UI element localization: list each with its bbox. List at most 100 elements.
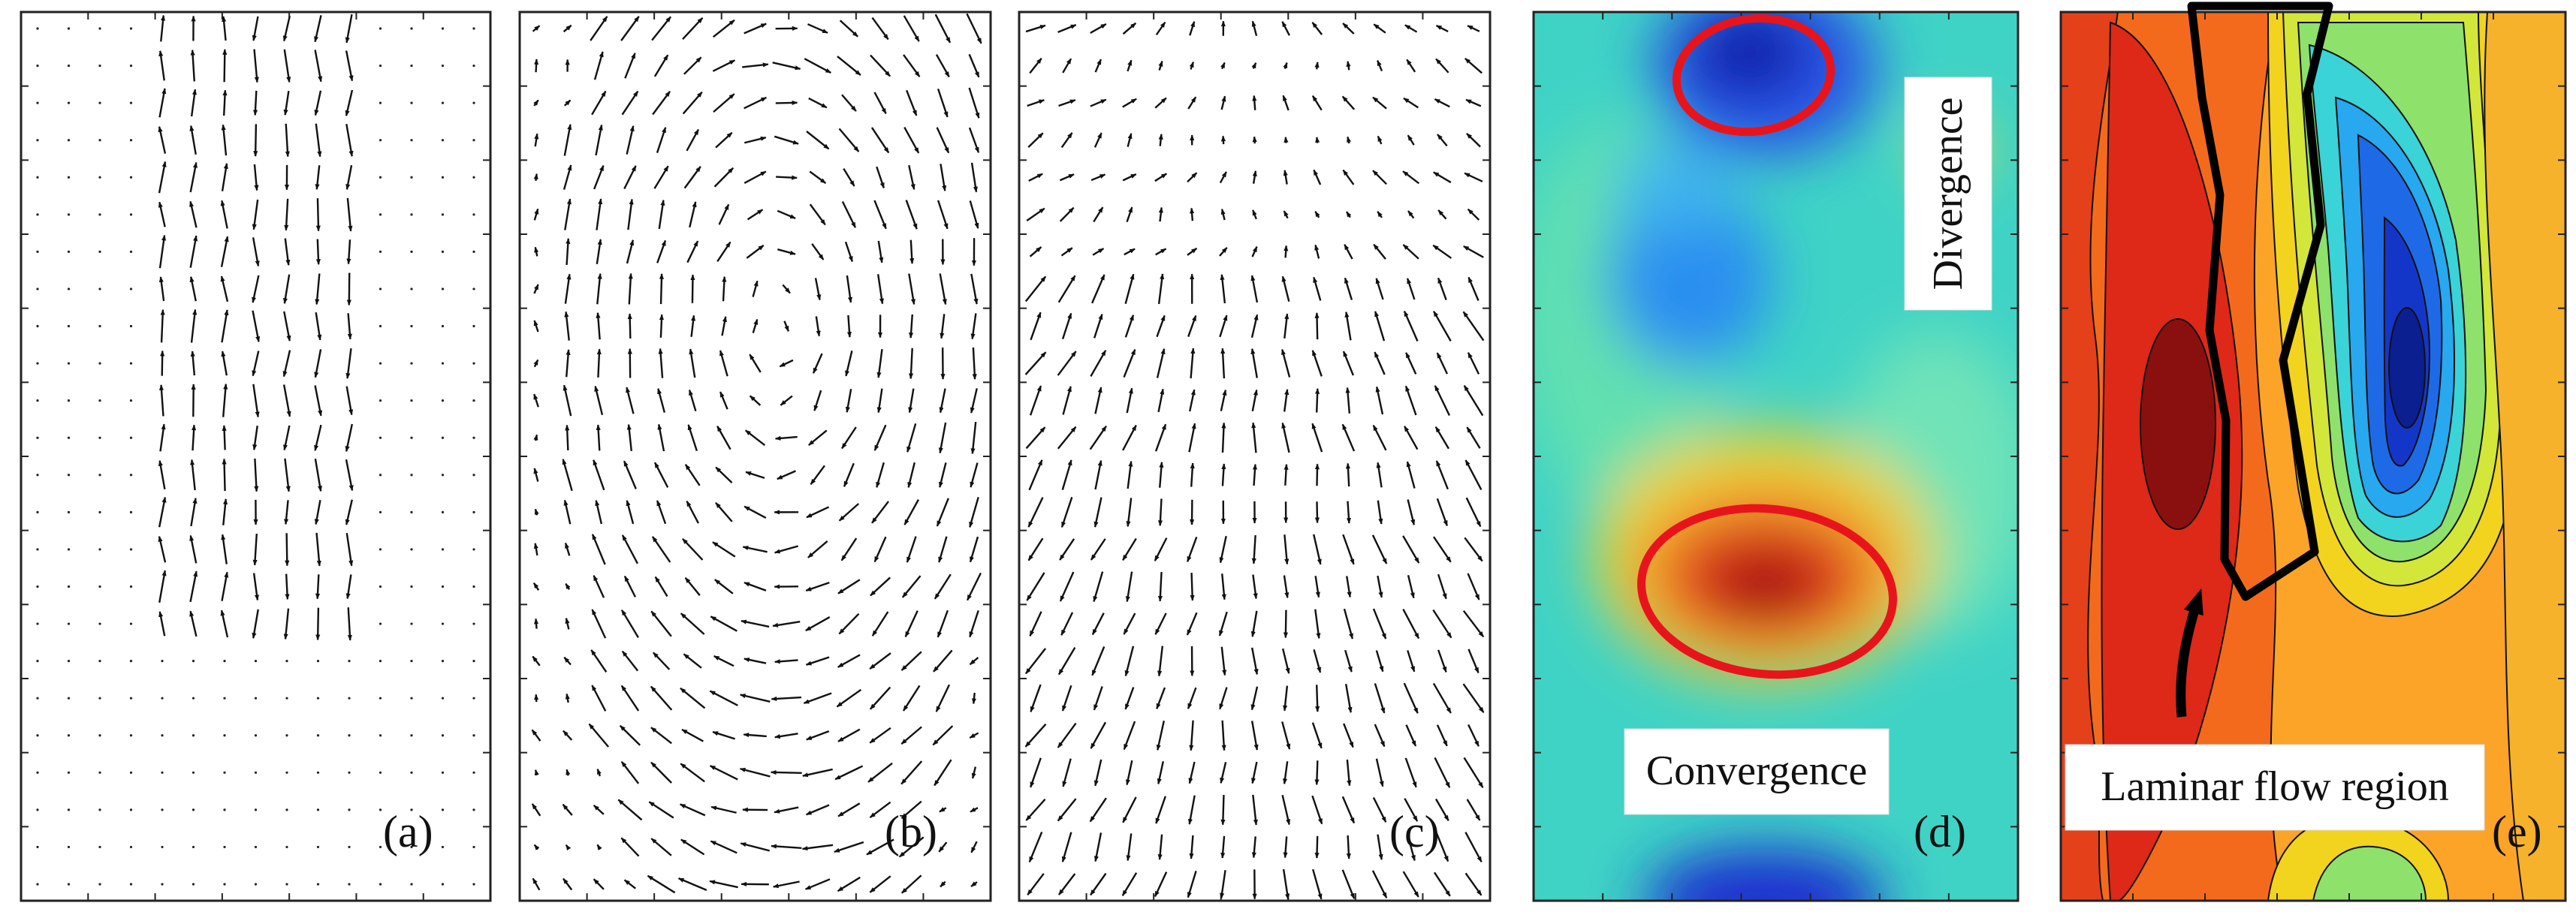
convergence-callout: Convergence <box>1624 728 1890 815</box>
vector-arrow <box>774 806 799 814</box>
vector-arrow <box>801 844 834 851</box>
vector-arrow <box>591 534 606 565</box>
vector-arrow <box>1155 21 1166 36</box>
vector-arrow <box>621 650 639 672</box>
vector-arrow <box>771 696 802 701</box>
vector-dot <box>67 883 71 886</box>
vector-arrow <box>1375 278 1384 300</box>
vector-arrow <box>345 423 354 453</box>
vector-arrow <box>687 424 698 451</box>
vector-arrow <box>564 273 572 304</box>
vector-dot <box>348 697 351 700</box>
vector-arrow <box>620 16 640 41</box>
vector-arrow <box>596 239 602 265</box>
vector-arrow <box>749 354 762 373</box>
vector-dot <box>441 622 445 625</box>
vector-arrow <box>534 246 539 257</box>
vector-arrow <box>1341 423 1356 452</box>
vector-arrow <box>744 170 767 185</box>
vector-arrow <box>1344 311 1352 341</box>
vector-dot <box>129 399 133 402</box>
vector-arrow <box>620 837 640 857</box>
vector-arrow <box>934 14 952 44</box>
vector-arrow <box>909 314 914 339</box>
vector-arrow <box>252 310 261 343</box>
vector-dot <box>223 660 226 663</box>
vector-arrow <box>900 651 922 671</box>
vector-arrow <box>594 385 604 416</box>
vector-dot <box>379 324 382 328</box>
vector-arrow <box>346 197 353 232</box>
vector-arrow <box>939 273 947 306</box>
vector-dot <box>254 808 258 811</box>
vector-arrow <box>805 656 830 666</box>
vector-arrow <box>774 135 799 145</box>
vector-arrow <box>626 423 632 451</box>
vector-arrow <box>563 499 572 525</box>
vector-dot <box>129 474 133 477</box>
vector-arrow <box>1027 497 1044 528</box>
vector-arrow <box>347 313 352 340</box>
vector-arrow <box>1314 576 1320 598</box>
vector-arrow <box>1436 498 1449 527</box>
vector-arrow <box>650 761 672 784</box>
vector-arrow <box>1028 831 1043 863</box>
vector-arrow <box>192 424 197 451</box>
vector-arrow <box>647 874 676 894</box>
vector-dot <box>379 585 382 588</box>
vector-arrow <box>1186 537 1198 563</box>
vector-arrow <box>684 577 701 596</box>
vector-arrow <box>533 543 538 556</box>
vector-dot <box>36 771 39 774</box>
vector-dot <box>129 176 133 179</box>
vector-arrow <box>189 200 198 228</box>
vector-arrow <box>1374 311 1386 342</box>
vector-dot <box>36 27 39 30</box>
vector-arrow <box>1220 135 1226 145</box>
vector-arrow <box>282 350 291 378</box>
vector-dot <box>441 287 445 290</box>
vector-dot <box>67 287 71 290</box>
vector-dot <box>67 734 71 737</box>
vector-arrow <box>970 273 979 305</box>
vector-dot <box>98 548 101 551</box>
vector-dot <box>410 734 413 737</box>
vector-dot <box>472 250 475 253</box>
vector-arrow <box>686 128 699 152</box>
vector-arrow <box>1250 610 1258 637</box>
vector-dot <box>98 883 101 886</box>
vector-arrow <box>1122 173 1137 182</box>
vector-arrow <box>1314 244 1320 259</box>
vector-arrow <box>590 16 608 41</box>
vector-arrow <box>563 24 572 33</box>
vector-arrow <box>870 576 891 597</box>
vector-arrow <box>1402 609 1420 640</box>
vector-arrow <box>1437 209 1447 220</box>
vector-arrow <box>777 209 796 219</box>
vector-arrow <box>651 536 671 563</box>
vector-arrow <box>1252 463 1258 486</box>
vector-dot <box>98 64 101 68</box>
vector-arrow <box>1220 274 1226 304</box>
vector-dot <box>379 622 382 625</box>
vector-arrow <box>1026 207 1045 221</box>
vector-arrow <box>1372 424 1387 451</box>
vector-dot <box>379 474 382 477</box>
vector-arrow <box>1467 573 1480 600</box>
vector-arrow <box>1094 59 1102 73</box>
vector-dot <box>379 250 382 253</box>
vector-arrow <box>285 123 290 158</box>
vector-arrow <box>1187 315 1197 337</box>
vector-dot <box>379 64 382 68</box>
vector-arrow <box>1346 576 1352 598</box>
vector-arrow <box>1189 389 1196 412</box>
vector-dot <box>67 808 71 811</box>
vector-arrow <box>252 275 260 303</box>
vector-dot <box>410 64 413 68</box>
vector-dot <box>379 139 382 142</box>
vector-arrow <box>626 239 635 264</box>
vector-arrow <box>189 275 197 302</box>
vector-arrow <box>970 162 978 193</box>
vector-dot <box>410 324 413 328</box>
vector-arrow <box>1062 758 1072 787</box>
